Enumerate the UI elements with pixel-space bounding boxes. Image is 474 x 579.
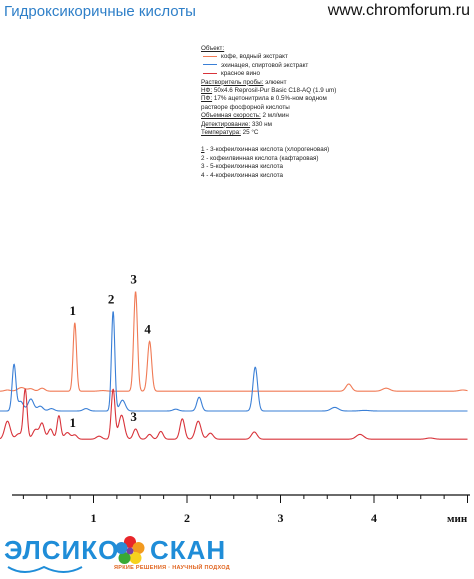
legend-label-wine: красное вино	[221, 70, 260, 78]
peak-list: 1 - 3-кофеилхинная кислота (хлорогеновая…	[201, 146, 469, 180]
object-label: Объект:	[201, 45, 225, 52]
peak-item-2: 2 - кофеилвинная кислота (кафтаровая)	[201, 155, 469, 163]
legend-line-wine	[203, 72, 217, 74]
peak-number: 2	[201, 154, 205, 162]
flow-label: Объемная скорость:	[201, 112, 261, 120]
logo-wave-icon	[7, 565, 83, 573]
mobile-phase-row-2: растворе фосфорной кислоты	[201, 104, 469, 112]
logo-flower-icon	[115, 536, 145, 564]
logo-word-right: СКАН	[150, 535, 227, 565]
peak-item-3: 3 - 5-кофеилхинная кислота	[201, 163, 469, 171]
trace-line-3	[0, 388, 468, 440]
column-value: 50x4.6 Reprosil-Pur Basic C18-AQ (1.9 um…	[212, 87, 337, 95]
peak-description: - 5-кофеилхинная кислота	[204, 163, 284, 171]
column-label: НФ:	[201, 87, 213, 95]
object-heading: Объект:	[201, 45, 469, 53]
detection-value: 330 нм	[250, 120, 272, 128]
page-title: Гидроксикоричные кислоты	[4, 3, 196, 20]
legend-line-coffee	[203, 55, 217, 57]
logo-word-left: ЭЛСИКО	[4, 535, 120, 565]
peak-number: 3	[201, 163, 205, 171]
method-info: Объект: кофе, водный экстракт эхинацея, …	[201, 45, 469, 180]
company-logo: ЭЛСИКО СКАН ЯРКИЕ РЕШЕНИЯ · НАУЧНЫЙ ПОДХ…	[4, 535, 304, 579]
solvent-value: элюент	[263, 78, 287, 86]
temperature-value: 25 °С	[240, 129, 259, 137]
peak-description: - 4-кофеилхинная кислота	[204, 171, 284, 179]
logo-tagline: ЯРКИЕ РЕШЕНИЯ · НАУЧНЫЙ ПОДХОД	[114, 565, 231, 571]
legend-item-wine: красное вино	[201, 70, 469, 78]
mobile-phase-value: 17% ацетонитрила в 0.5%-ном водном	[212, 95, 327, 103]
x-axis-ticks: 1 2 3 4	[22, 495, 468, 525]
peak-label: 3	[130, 409, 137, 424]
solvent-row: Растворитель пробы: элюент	[201, 79, 469, 87]
peak-label: 4	[144, 321, 151, 336]
legend-label-coffee: кофе, водный экстракт	[221, 53, 288, 61]
trace-line-2	[0, 311, 468, 412]
x-tick-label: 1	[91, 511, 97, 525]
x-tick-label: 3	[278, 511, 284, 525]
temperature-row: Температура: 25 °С	[201, 129, 469, 137]
mobile-phase-label: ПФ:	[201, 95, 213, 103]
temperature-label: Температура:	[201, 129, 241, 137]
site-url[interactable]: www.chromforum.ru	[327, 2, 470, 19]
mobile-phase-row: ПФ: 17% ацетонитрила в 0.5%-ном водном	[201, 95, 469, 103]
detection-label: Детектирование:	[201, 120, 251, 128]
peak-label: 1	[70, 303, 77, 318]
logo-graphics	[7, 536, 145, 573]
column-row: НФ: 50x4.6 Reprosil-Pur Basic C18-AQ (1.…	[201, 87, 469, 95]
peak-number: 1	[201, 146, 205, 154]
peak-description: - 3-кофеилхинная кислота (хлорогеновая)	[204, 146, 330, 154]
x-tick-label: 4	[371, 511, 377, 525]
flow-value: 2 мл/мин	[260, 112, 289, 120]
peak-item-1: 1 - 3-кофеилхинная кислота (хлорогеновая…	[201, 146, 469, 154]
peak-item-4: 4 - 4-кофеилхинная кислота	[201, 172, 469, 180]
trace-line-1	[0, 291, 468, 392]
detection-row: Детектирование: 330 нм	[201, 121, 469, 129]
legend-label-echinacea: эхинацея, спиртовой экстракт	[221, 61, 309, 69]
chromatogram-traces	[0, 291, 468, 440]
peak-label: 1	[70, 415, 77, 430]
peak-description: - кофеилвинная кислота (кафтаровая)	[204, 154, 319, 162]
legend-line-echinacea	[203, 64, 217, 66]
peak-label: 2	[108, 291, 115, 306]
mobile-phase-value-2: растворе фосфорной кислоты	[201, 103, 290, 111]
legend-item-coffee: кофе, водный экстракт	[201, 53, 469, 61]
legend-item-echinacea: эхинацея, спиртовой экстракт	[201, 62, 469, 70]
solvent-label: Растворитель пробы:	[201, 78, 264, 86]
x-tick-label: 2	[184, 511, 190, 525]
peak-label: 3	[130, 272, 137, 287]
peak-number: 4	[201, 171, 205, 179]
flow-row: Объемная скорость: 2 мл/мин	[201, 112, 469, 120]
x-axis-label: мин	[447, 513, 468, 525]
